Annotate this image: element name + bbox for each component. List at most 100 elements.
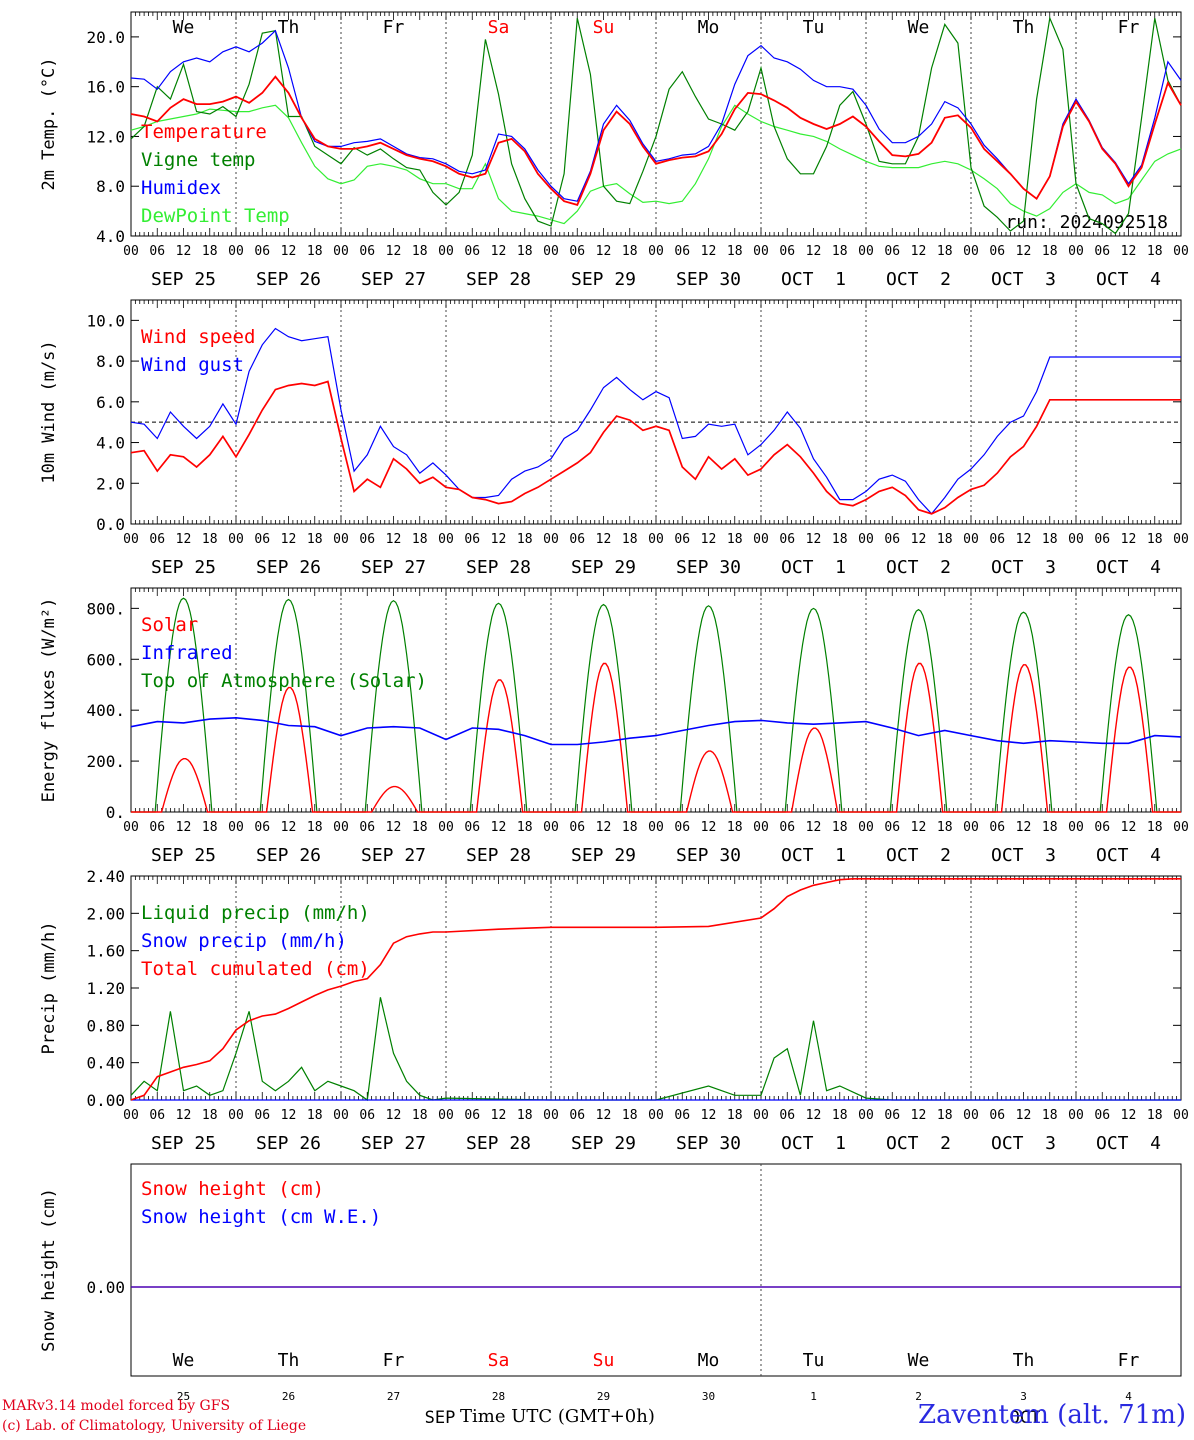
legend-entry: Top of Atmosphere (Solar) — [141, 670, 427, 692]
legend-entry: Total cumulated (cm) — [141, 958, 370, 980]
hour-label: 00 — [123, 820, 139, 835]
hour-label: 18 — [1042, 532, 1058, 547]
date-label: OCT 4 — [1096, 557, 1161, 578]
hour-label: 06 — [674, 1108, 690, 1123]
hour-label: 06 — [254, 820, 270, 835]
hour-label: 18 — [1042, 820, 1058, 835]
series-line — [130, 716, 1182, 746]
date-label: OCT 2 — [886, 557, 951, 578]
hour-label: 18 — [937, 244, 953, 259]
panel-1: 4.0 8.0 12.0 16.0 20.0 2m Temp. (°C) 00 06 12 18 S… — [39, 11, 1189, 290]
hour-label: 18 — [832, 244, 848, 259]
y-tick-label: 12.0 — [86, 127, 125, 146]
hour-label: 00 — [1068, 820, 1084, 835]
date-label: SEP 26 — [256, 1133, 321, 1154]
hour-label: 12 — [1121, 532, 1137, 547]
hour-label: 12 — [176, 1108, 192, 1123]
legend-entry: Vigne temp — [141, 149, 255, 171]
hour-label: 00 — [1173, 532, 1189, 547]
hour-label: 00 — [228, 532, 244, 547]
hour-label: 18 — [202, 1108, 218, 1123]
hour-label: 18 — [307, 1108, 323, 1123]
weekday-label: We — [908, 17, 930, 38]
hour-label: 12 — [596, 244, 612, 259]
hour-label: 06 — [1094, 1108, 1110, 1123]
hour-label: 12 — [281, 820, 297, 835]
weekday-label: Tu — [803, 17, 825, 38]
hour-label: 00 — [333, 244, 349, 259]
hour-label: 06 — [359, 1108, 375, 1123]
panel-5: 0.00 Snow height (cm) — [39, 1163, 1182, 1377]
hour-label: 18 — [937, 820, 953, 835]
hour-label: 18 — [727, 244, 743, 259]
date-label: SEP 25 — [151, 845, 216, 866]
hour-label: 06 — [674, 244, 690, 259]
hour-label: 12 — [491, 820, 507, 835]
hour-label: 12 — [386, 532, 402, 547]
weekday-label: Th — [278, 17, 300, 38]
hour-label: 06 — [1094, 820, 1110, 835]
hour-label: 06 — [674, 820, 690, 835]
y-tick-label: 400. — [86, 701, 125, 720]
hour-label: 18 — [1147, 1108, 1163, 1123]
series-line — [130, 104, 1182, 225]
day-number: 28 — [492, 1390, 505, 1403]
date-label: SEP 30 — [676, 269, 741, 290]
hour-label: 00 — [1173, 820, 1189, 835]
day-number: 27 — [387, 1390, 400, 1403]
legend-entry: Wind speed — [141, 326, 255, 348]
hour-label: 12 — [281, 244, 297, 259]
series-line — [130, 380, 1181, 515]
hour-label: 18 — [412, 532, 428, 547]
month-label-right: OCT — [1010, 1408, 1041, 1428]
hour-label: 06 — [989, 1108, 1005, 1123]
hour-label: 12 — [911, 532, 927, 547]
legend-entry: Snow height (cm) — [141, 1178, 324, 1200]
date-label: OCT 3 — [991, 557, 1056, 578]
hour-label: 12 — [1016, 1108, 1032, 1123]
day-number: 25 — [177, 1390, 190, 1403]
y-axis-label: 10m Wind (m/s) — [39, 340, 59, 483]
legend-entry: Solar — [141, 614, 198, 636]
date-label: SEP 29 — [571, 845, 636, 866]
y-tick-label: 10.0 — [86, 311, 125, 330]
date-label: SEP 26 — [256, 557, 321, 578]
hour-label: 06 — [149, 1108, 165, 1123]
date-label: SEP 30 — [676, 845, 741, 866]
date-label: SEP 26 — [256, 845, 321, 866]
hour-label: 12 — [596, 532, 612, 547]
y-axis-label: Snow height (cm) — [39, 1188, 59, 1352]
hour-label: 18 — [622, 244, 638, 259]
series-line — [130, 327, 1181, 515]
hour-label: 06 — [989, 244, 1005, 259]
hour-label: 12 — [596, 1108, 612, 1123]
hour-label: 18 — [517, 532, 533, 547]
hour-label: 12 — [1016, 244, 1032, 259]
hour-label: 12 — [491, 1108, 507, 1123]
hour-label: 12 — [806, 820, 822, 835]
hour-label: 00 — [543, 244, 559, 259]
hour-label: 12 — [1016, 820, 1032, 835]
y-tick-label: 4.0 — [96, 434, 125, 453]
hour-label: 06 — [779, 244, 795, 259]
hour-label: 12 — [701, 532, 717, 547]
hour-label: 12 — [1121, 1108, 1137, 1123]
hour-label: 18 — [727, 1108, 743, 1123]
hour-label: 18 — [622, 532, 638, 547]
hour-label: 00 — [753, 532, 769, 547]
y-tick-label: 0.0 — [96, 515, 125, 534]
hour-label: 18 — [622, 1108, 638, 1123]
hour-label: 18 — [412, 1108, 428, 1123]
hour-label: 12 — [176, 820, 192, 835]
hour-label: 00 — [963, 820, 979, 835]
hour-label: 18 — [307, 820, 323, 835]
y-tick-label: 600. — [86, 650, 125, 669]
y-axis-label: 2m Temp. (°C) — [39, 57, 59, 190]
hour-label: 12 — [386, 1108, 402, 1123]
hour-label: 18 — [412, 244, 428, 259]
weekday-label: We — [173, 1350, 195, 1371]
day-number: 2 — [915, 1390, 922, 1403]
weekday-label: We — [908, 1350, 930, 1371]
hour-label: 00 — [438, 532, 454, 547]
hour-label: 18 — [937, 1108, 953, 1123]
